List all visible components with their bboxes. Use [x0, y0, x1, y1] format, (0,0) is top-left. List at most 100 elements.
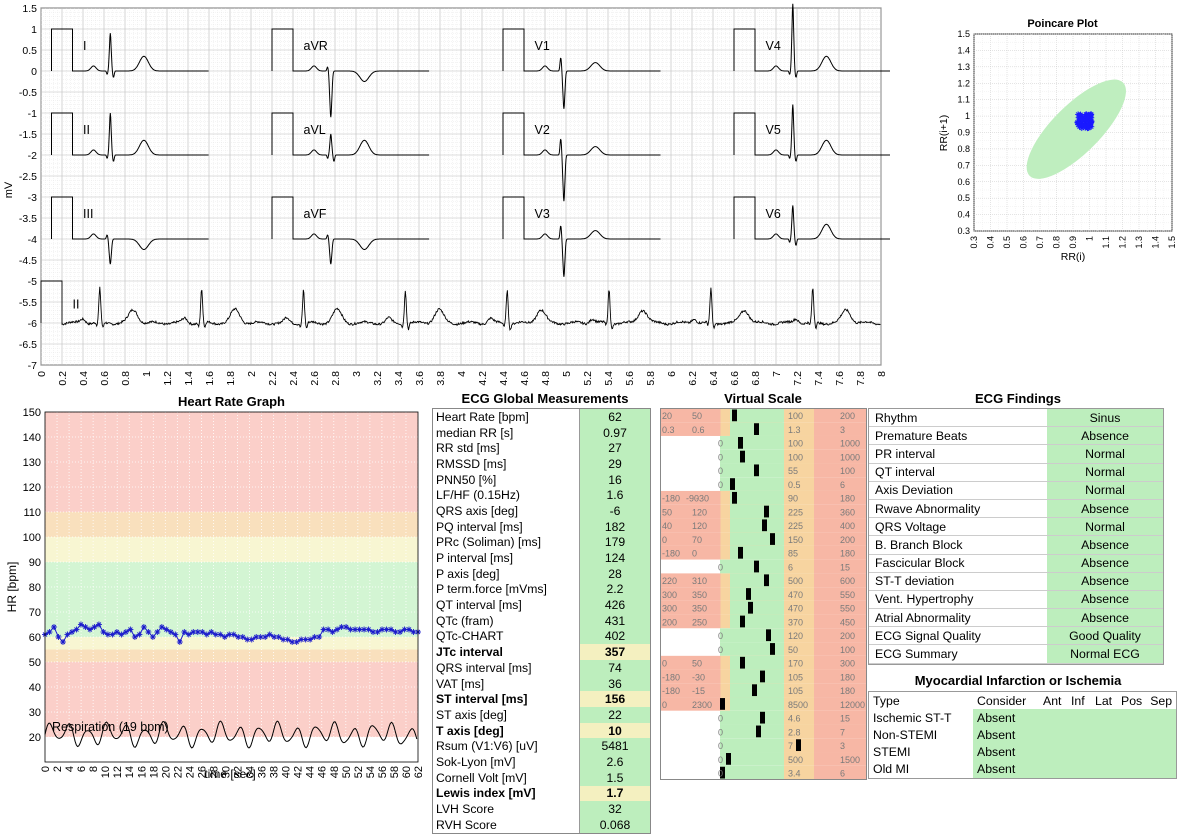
mi-location-cell [1091, 726, 1117, 744]
poincare-point [1081, 122, 1088, 129]
mi-location-cell [1039, 726, 1067, 744]
measurement-value: 62 [579, 409, 650, 425]
finding-label: QRS Voltage [869, 517, 1047, 537]
hr-point [266, 631, 273, 638]
virtual-scale-marker [764, 574, 769, 587]
lead-trace [502, 196, 661, 277]
finding-label: Premature Beats [869, 426, 1047, 446]
measurement-value: 5481 [579, 738, 650, 755]
measurement-value: 2.6 [579, 754, 650, 770]
measurement-value: -6 [579, 503, 650, 519]
hr-y-label: HR [bpm] [5, 562, 19, 613]
hr-point [271, 634, 278, 640]
hr-point [163, 626, 170, 633]
hr-point [316, 634, 323, 640]
virtual-scale-label: 0.3 [662, 425, 675, 435]
ecg-x-tick: 5 [561, 371, 573, 377]
mi-header-row: Type Consider Ant Inf Lat Pos Sep [869, 692, 1176, 709]
hr-point [176, 639, 183, 645]
virtual-scale-label: 3 [840, 425, 845, 435]
virtual-scale-label: 0.5 [788, 480, 801, 490]
poincare-y-tick: 1 [965, 111, 970, 121]
hr-x-tick: 54 [365, 766, 377, 778]
hr-x-tick: 36 [257, 766, 269, 778]
virtual-scale-label: 250 [692, 617, 707, 627]
hr-zone-band [45, 662, 418, 737]
finding-label: Atrial Abnormality [869, 608, 1047, 628]
lead-trace [51, 196, 209, 265]
hr-x-tick: 20 [160, 766, 172, 778]
measurement-value: 1.7 [579, 785, 650, 802]
measurement-label: Lewis index [mV] [436, 786, 536, 801]
hr-y-tick: 30 [29, 707, 41, 719]
hr-point [181, 629, 188, 635]
mi-location-cell [1039, 743, 1067, 761]
measurement-label: P interval [ms] [436, 551, 513, 566]
rhythm-strip-trace [40, 280, 881, 331]
ecg-x-tick: 1.6 [204, 371, 216, 386]
virtual-scale-label: -30 [692, 672, 705, 682]
ecg-x-tick: 2.8 [330, 371, 342, 386]
hr-x-tick: 42 [293, 766, 305, 778]
virtual-scale-marker [740, 615, 745, 628]
measurements-panel: Heart Rate [bpm] 62 median RR [s] 0.97 RR st… [432, 408, 651, 834]
poincare-plot: 0.30.3 0.4 0.4 0.5 0.5 0.6 0.6 0.7 0.7 0.8 0.8 0.9 0… [938, 30, 1177, 263]
measurement-label: T axis [deg] [436, 723, 504, 738]
virtual-scale-label: 6 [840, 769, 845, 779]
mi-location-cell [1039, 709, 1067, 727]
measurement-row: PRc (Soliman) [ms] 179 [433, 534, 650, 551]
hr-x-tick: 26 [196, 766, 208, 778]
hr-point [325, 626, 332, 633]
measurement-label: JTc interval [436, 645, 503, 660]
ecg-x-tick: 1.8 [225, 371, 237, 386]
measurement-label: LVH Score [436, 802, 495, 817]
virtual-scale-label: 7 [840, 727, 845, 737]
measurement-value: 402 [579, 628, 650, 645]
mi-header-consider: Consider [977, 693, 1027, 708]
hr-point [185, 631, 192, 638]
virtual-scale-label: 180 [840, 672, 855, 682]
virtual-scale-row: 0 7 3 [660, 738, 866, 753]
ecg-12-lead-plot: 1.5 1 0.5 0 -0.5 -1 -1.5 -2 -2.5 -3 -3.5 -4 -4.5 -5 -5… [3, 3, 890, 386]
ecg-x-tick: 7.6 [834, 371, 846, 386]
virtual-scale-marker [726, 753, 731, 765]
hr-y-tick: 90 [29, 557, 41, 569]
mi-location-cell [1117, 709, 1147, 727]
measurement-row: T axis [deg] 10 [433, 722, 650, 739]
virtual-scale-row: 0 0.5 6 [660, 477, 866, 491]
lead-label: II [83, 123, 90, 137]
virtual-scale-label: 0 [718, 769, 723, 779]
hr-point [302, 636, 309, 643]
hr-y-tick: 120 [23, 482, 41, 494]
finding-row: Rwave Abnormality Absence [869, 499, 1163, 519]
ecg-x-tick: 4.6 [519, 371, 531, 386]
hr-y-axis: 20 30 40 50 60 70 80 90 100 110 120 130 140 150 [23, 407, 41, 744]
virtual-scale-marker [732, 409, 737, 422]
virtual-scale-label: 40 [662, 521, 672, 531]
poincare-y-tick: 0.3 [957, 226, 970, 236]
finding-value: Absence [1047, 426, 1163, 446]
hr-x-axis: 0 2 4 6 8 10 12 14 16 18 20 22 24 26 28 30 32 34 36 38 40 42 4… [40, 766, 425, 778]
finding-label: ECG Summary [869, 644, 1047, 664]
virtual-scale-label: 100 [788, 452, 803, 462]
virtual-scale-marker [738, 436, 743, 449]
lead-label: aVL [304, 123, 326, 137]
virtual-scale-label: 50 [692, 411, 702, 421]
ecg-x-tick: 3 [351, 371, 363, 377]
measurement-row: Rsum (V1:V6) [uV] 5481 [433, 738, 650, 755]
ecg-x-tick: 6.2 [687, 371, 699, 386]
ecg-x-tick: 4.4 [498, 371, 510, 386]
finding-value: Absence [1047, 535, 1163, 555]
poincare-y-tick: 0.5 [957, 193, 970, 203]
measurement-label: P axis [deg] [436, 566, 500, 581]
finding-value: Sinus [1047, 409, 1163, 428]
virtual-scale-label: 0 [662, 535, 667, 545]
ecg-x-tick: 1 [141, 371, 153, 377]
poincare-y-tick: 1.3 [957, 62, 970, 72]
mi-header-sep: Sep [1150, 693, 1173, 708]
poincare-y-tick: 0.9 [957, 128, 970, 138]
measurement-label: QRS axis [deg] [436, 503, 518, 518]
virtual-scale-row: 20 50 100 200 [660, 408, 866, 423]
virtual-scale-marker [746, 588, 751, 600]
virtual-scale-marker [740, 656, 745, 669]
